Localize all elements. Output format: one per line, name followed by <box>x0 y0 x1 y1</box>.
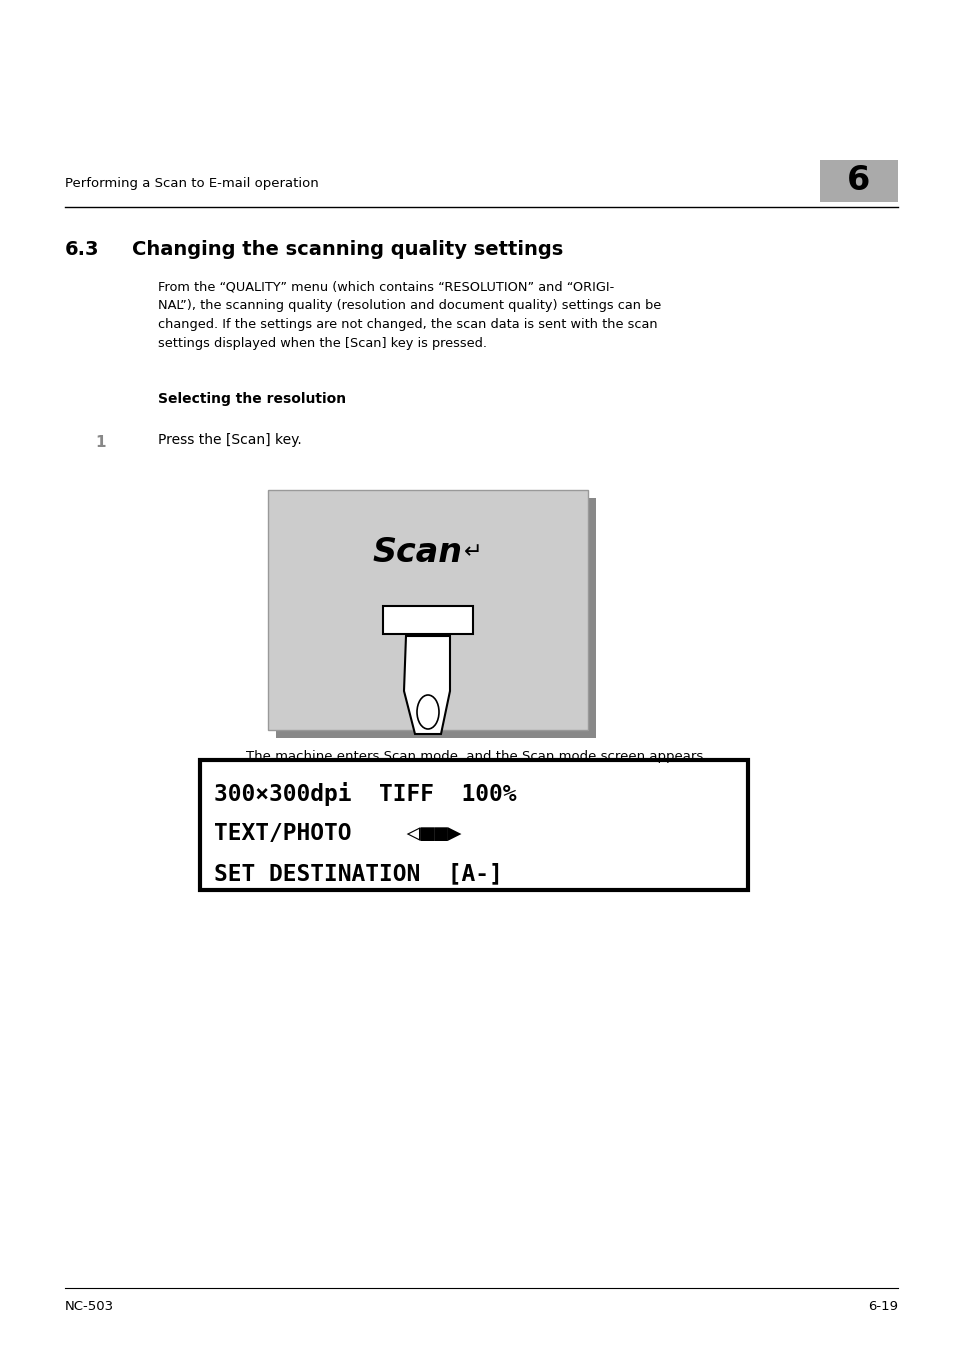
Text: 6-19: 6-19 <box>867 1300 897 1312</box>
Bar <box>268 490 587 730</box>
Text: 6.3: 6.3 <box>65 240 99 259</box>
Bar <box>200 760 747 890</box>
Ellipse shape <box>416 695 438 729</box>
Text: From the “QUALITY” menu (which contains “RESOLUTION” and “ORIGI-: From the “QUALITY” menu (which contains … <box>158 279 614 293</box>
Text: NC-503: NC-503 <box>65 1300 114 1312</box>
Text: Press the [Scan] key.: Press the [Scan] key. <box>158 433 301 447</box>
Text: Changing the scanning quality settings: Changing the scanning quality settings <box>132 240 562 259</box>
Text: Performing a Scan to E-mail operation: Performing a Scan to E-mail operation <box>65 177 318 189</box>
Text: 6: 6 <box>846 165 870 197</box>
Text: The machine enters Scan mode, and the Scan mode screen appears.: The machine enters Scan mode, and the Sc… <box>246 751 707 763</box>
Bar <box>820 161 897 202</box>
Text: Scan: Scan <box>373 536 462 568</box>
Text: 1: 1 <box>95 435 106 450</box>
Bar <box>382 606 473 634</box>
Bar <box>275 498 596 738</box>
Text: Selecting the resolution: Selecting the resolution <box>158 392 346 406</box>
Text: ↵: ↵ <box>463 541 482 562</box>
Text: settings displayed when the [Scan] key is pressed.: settings displayed when the [Scan] key i… <box>158 338 486 350</box>
Text: SET DESTINATION  [A-]: SET DESTINATION [A-] <box>213 863 502 886</box>
Text: TEXT/PHOTO    ◁■■▶: TEXT/PHOTO ◁■■▶ <box>213 822 461 845</box>
Text: changed. If the settings are not changed, the scan data is sent with the scan: changed. If the settings are not changed… <box>158 319 657 331</box>
Text: NAL”), the scanning quality (resolution and document quality) settings can be: NAL”), the scanning quality (resolution … <box>158 298 660 312</box>
Text: 300×300dpi  TIFF  100%: 300×300dpi TIFF 100% <box>213 782 516 806</box>
Polygon shape <box>403 636 450 734</box>
